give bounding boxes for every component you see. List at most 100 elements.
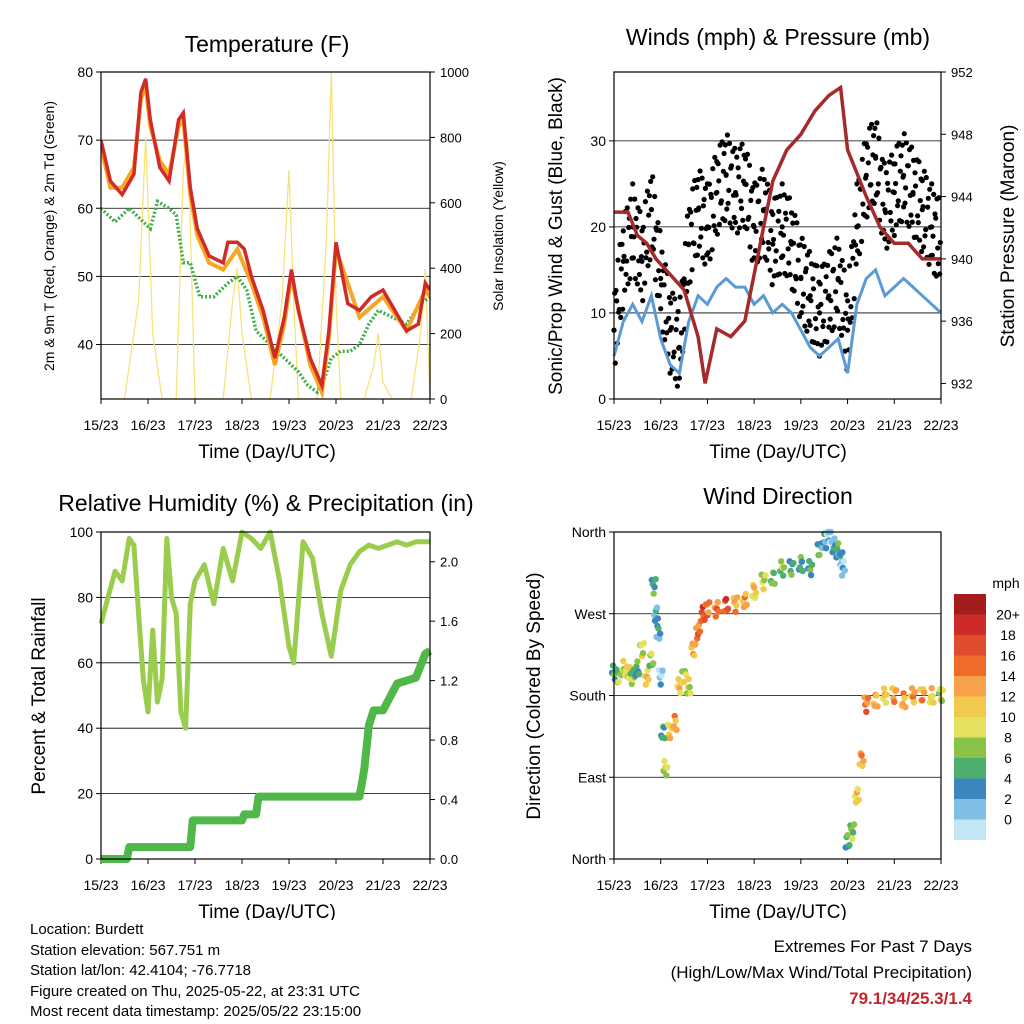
direction-point bbox=[666, 734, 674, 742]
gust-point bbox=[932, 211, 938, 217]
gust-point bbox=[722, 142, 729, 148]
gust-point bbox=[803, 266, 809, 272]
legend-label: 4 bbox=[1004, 771, 1012, 787]
gust-point bbox=[687, 279, 693, 285]
direction-point bbox=[712, 613, 719, 620]
x-tick-label: 19/23 bbox=[271, 417, 306, 433]
direction-ylabel-left: Direction (Colored By Speed) bbox=[524, 572, 545, 819]
gust-point bbox=[929, 252, 935, 258]
gust-point bbox=[631, 234, 637, 240]
legend-swatch bbox=[954, 758, 986, 779]
temperature-panel: Temperature (F) 405060708002004006008001… bbox=[41, 31, 506, 463]
gust-point bbox=[814, 263, 820, 269]
direction-point bbox=[691, 652, 698, 659]
gust-point bbox=[857, 251, 863, 257]
gust-point bbox=[835, 275, 841, 282]
gust-point bbox=[882, 236, 888, 242]
gust-point bbox=[746, 214, 752, 220]
gust-point bbox=[897, 168, 903, 174]
gust-point bbox=[707, 256, 713, 262]
direction-point bbox=[732, 608, 739, 615]
station-info: Location: Burdett Station elevation: 567… bbox=[30, 920, 361, 1023]
direction-point bbox=[938, 697, 946, 705]
gust-point bbox=[871, 133, 877, 139]
gust-point bbox=[865, 144, 871, 150]
gust-point bbox=[666, 294, 673, 301]
gust-point bbox=[854, 181, 860, 187]
legend-label: 16 bbox=[1000, 648, 1016, 664]
gust-point bbox=[845, 327, 851, 333]
gust-point bbox=[929, 224, 935, 230]
gust-point bbox=[788, 241, 795, 247]
gust-point bbox=[689, 267, 695, 273]
gust-point bbox=[852, 212, 858, 218]
gust-point bbox=[678, 330, 685, 336]
gust-point bbox=[769, 282, 775, 288]
gust-point bbox=[752, 248, 759, 254]
gust-point bbox=[646, 193, 653, 199]
gust-point bbox=[926, 261, 932, 267]
gust-point bbox=[865, 160, 871, 166]
legend-swatch bbox=[954, 737, 986, 758]
figure: Temperature (F) 405060708002004006008001… bbox=[29, 24, 1020, 920]
winds-xlabel: Time (Day/UTC) bbox=[709, 442, 847, 463]
x-tick-label: 21/23 bbox=[365, 417, 400, 433]
y-tick-label: 60 bbox=[77, 200, 93, 216]
x-tick-label: 19/23 bbox=[783, 877, 818, 893]
gust-point bbox=[799, 235, 805, 241]
gust-point bbox=[850, 255, 856, 261]
gust-point bbox=[698, 234, 704, 240]
legend-swatch bbox=[954, 594, 986, 615]
gust-point bbox=[899, 219, 905, 225]
gust-point bbox=[618, 314, 624, 320]
gust-point bbox=[723, 172, 729, 178]
legend-swatch bbox=[954, 655, 986, 676]
y-tick-label: 20 bbox=[77, 786, 93, 802]
gust-point bbox=[647, 257, 653, 263]
temp-2m-line bbox=[101, 78, 430, 392]
gust-point bbox=[667, 327, 673, 333]
direction-point bbox=[854, 786, 861, 793]
x-tick-label: 17/23 bbox=[177, 417, 212, 433]
gust-point bbox=[901, 131, 907, 137]
gust-point bbox=[644, 249, 650, 255]
gust-point bbox=[660, 329, 666, 335]
gust-point bbox=[899, 142, 905, 148]
gust-point bbox=[721, 150, 727, 157]
gust-point bbox=[925, 204, 931, 210]
gust-point bbox=[826, 324, 832, 330]
direction-point bbox=[893, 687, 900, 694]
gust-point bbox=[619, 241, 625, 247]
gust-point bbox=[732, 145, 738, 151]
gust-point bbox=[885, 180, 891, 186]
gust-point bbox=[656, 293, 663, 299]
gust-point bbox=[705, 250, 711, 256]
y2-tick-label: 948 bbox=[951, 127, 973, 142]
gust-point bbox=[671, 349, 677, 355]
x-tick-label: 19/23 bbox=[271, 877, 306, 893]
y-tick-label: North bbox=[572, 524, 606, 540]
direction-point bbox=[751, 594, 759, 601]
x-tick-label: 19/23 bbox=[783, 417, 818, 433]
gust-point bbox=[662, 337, 668, 343]
y2-tick-label: 0.8 bbox=[440, 733, 458, 748]
gust-point bbox=[618, 266, 624, 272]
gust-point bbox=[668, 300, 674, 306]
gust-point bbox=[738, 205, 745, 211]
gust-point bbox=[889, 152, 895, 158]
direction-point bbox=[835, 540, 842, 547]
legend-swatch bbox=[954, 635, 986, 656]
plot-frame bbox=[613, 531, 942, 860]
direction-point bbox=[733, 602, 740, 609]
direction-point bbox=[760, 586, 767, 593]
gust-point bbox=[663, 319, 669, 325]
gust-point bbox=[676, 344, 683, 350]
x-tick-label: 16/23 bbox=[643, 877, 678, 893]
winds-plot: 0 10 20 30 932 936 940 944 948 952 15/23 16/23 17/23… bbox=[590, 65, 972, 433]
gust-point bbox=[887, 209, 893, 216]
gust-point bbox=[776, 271, 783, 277]
winds-title: Winds (mph) & Pressure (mb) bbox=[626, 24, 930, 50]
gust-point bbox=[836, 246, 842, 252]
gust-point bbox=[838, 279, 844, 285]
gust-point bbox=[875, 190, 881, 196]
